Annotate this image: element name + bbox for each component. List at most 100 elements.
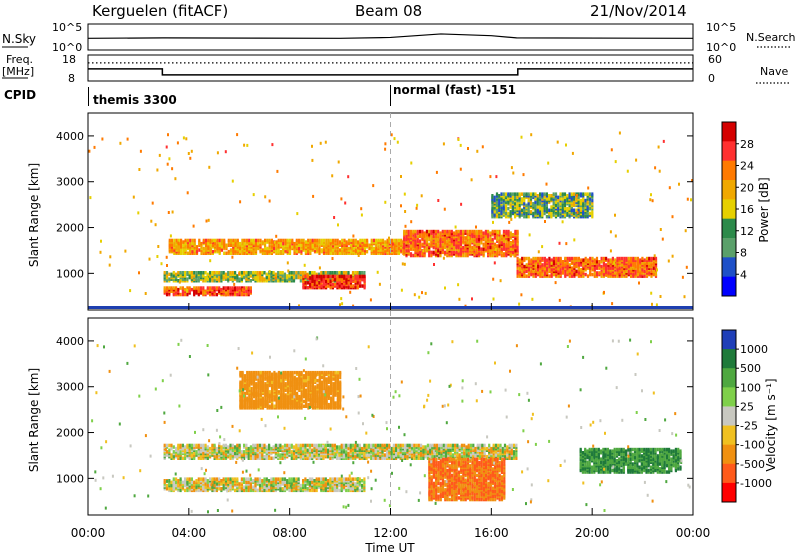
power-cell-907 [430, 237, 433, 242]
power-cell-3019 [536, 197, 539, 201]
power-cell-846 [419, 253, 422, 258]
power-cell-362 [282, 245, 285, 249]
power-colorbar-swatch-2 [722, 160, 736, 181]
velocity-cell-646 [363, 443, 366, 448]
power-colorbar-label: Power [dB] [757, 177, 771, 242]
velocity-cell-873 [433, 454, 436, 459]
power-colorbar-swatch-8 [722, 276, 736, 297]
power-cell-2862 [507, 211, 510, 216]
power-cell-860 [421, 242, 424, 247]
power-cell-252 [245, 238, 248, 243]
power-cell-3533 [518, 302, 521, 306]
velocity-cell-734 [390, 454, 393, 459]
power-cell-3512 [384, 142, 387, 146]
power-cell-1427 [177, 287, 180, 292]
power-cell-94 [195, 249, 199, 254]
power-cell-2446 [580, 268, 583, 272]
power-cell-2524 [600, 264, 603, 269]
power-cell-1433 [181, 286, 184, 290]
power-cell-3525 [350, 246, 353, 250]
velocity-cell-413 [292, 445, 296, 449]
power-cell-1551 [247, 286, 250, 290]
power-cell-3532 [475, 225, 477, 229]
power-cell-3503 [137, 211, 140, 215]
power-cell-2585 [614, 258, 617, 262]
power-cell-3496 [331, 257, 334, 260]
power-cell-2005 [304, 274, 307, 279]
velocity-cell-344 [272, 456, 275, 460]
power-cell-97 [198, 248, 201, 252]
power-cell-3560 [684, 229, 687, 233]
power-cell-3559 [613, 261, 616, 265]
power-cell-389 [288, 238, 292, 243]
power-cell-3545 [216, 151, 219, 155]
power-cell-1672 [218, 275, 221, 280]
power-cell-683 [381, 246, 385, 251]
power-cell-3356 [372, 184, 375, 188]
velocity-cell-101 [195, 443, 198, 448]
velocity-cell-434 [299, 450, 302, 454]
power-cell-1320 [502, 229, 506, 234]
power-cell-2700 [639, 258, 642, 262]
power-cell-1393 [516, 239, 519, 243]
power-cell-3461 [492, 297, 495, 301]
velocity-cell-926 [447, 443, 450, 448]
power-cell-3274 [586, 205, 589, 209]
velocity-cell-957 [458, 453, 461, 457]
power-cell-53 [182, 240, 185, 244]
velocity-cell-175 [218, 450, 221, 454]
power-cell-2222 [527, 260, 531, 264]
power-cell-1966 [351, 271, 355, 275]
power-cell-3511 [454, 225, 457, 229]
power-cell-31 [175, 238, 178, 243]
power-cell-3023 [539, 211, 542, 216]
velocity-heatmap [91, 336, 691, 514]
velocity-cell-616 [354, 443, 357, 448]
velocity-cell-216 [229, 443, 232, 448]
power-cell-2290 [543, 263, 546, 267]
power-cell-1186 [478, 237, 481, 242]
power-cell-2441 [577, 256, 580, 261]
power-cell-2486 [589, 256, 592, 261]
velocity-cell-1163 [170, 483, 173, 488]
power-cell-3163 [566, 206, 569, 211]
velocity-cell-1106 [503, 443, 507, 448]
power-cell-2570 [611, 266, 614, 270]
velocity-cell-990 [469, 453, 473, 457]
radar-title: Kerguelen (fitACF) [92, 2, 228, 20]
power-cell-3325 [650, 193, 652, 197]
velocity-cell-72 [188, 456, 191, 460]
power-cell-1135 [468, 229, 472, 234]
power-cell-3280 [586, 192, 589, 196]
power-cell-1341 [507, 244, 510, 248]
power-cell-3160 [566, 213, 569, 217]
power-cell-668 [377, 245, 380, 249]
power-cell-2285 [543, 272, 546, 277]
power-cell-1262 [491, 229, 494, 234]
power-cell-3412 [132, 195, 135, 199]
power-cell-2246 [534, 269, 537, 274]
velocity-cell-99 [195, 450, 198, 454]
power-cell-2810 [495, 192, 499, 196]
power-cell-3265 [584, 203, 587, 208]
power-cell-2182 [518, 268, 521, 272]
power-cell-3088 [552, 213, 555, 217]
velocity-cell-1135 [513, 443, 516, 448]
power-cell-469 [316, 246, 319, 251]
power-cell-2925 [518, 210, 521, 214]
velocity-cell-1237 [197, 480, 200, 485]
power-cell-676 [379, 245, 382, 249]
power-cell-2302 [548, 274, 551, 278]
power-cell-76 [189, 238, 192, 243]
velocity-cell-53 [181, 456, 184, 460]
power-cell-3477 [165, 145, 168, 149]
power-cell-2489 [591, 266, 594, 270]
power-cell-2942 [520, 192, 523, 196]
power-cell-3144 [561, 200, 564, 204]
power-cell-449 [309, 245, 312, 249]
power-cell-2098 [340, 284, 343, 288]
power-cell-3341 [575, 194, 578, 197]
power-cell-798 [409, 244, 413, 248]
power-cell-2301 [546, 258, 549, 262]
power-cell-663 [375, 238, 378, 243]
